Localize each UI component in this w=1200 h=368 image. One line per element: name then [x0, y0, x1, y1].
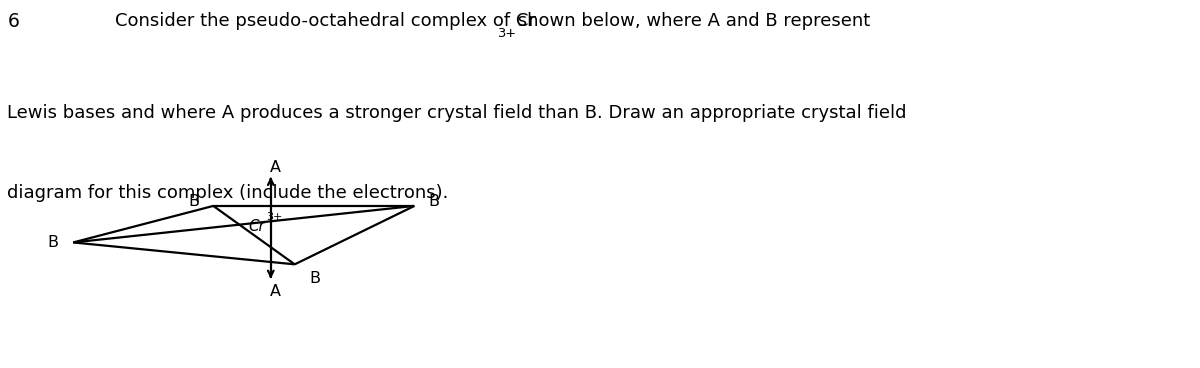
Text: Lewis bases and where A produces a stronger crystal field than B. Draw an approp: Lewis bases and where A produces a stron… — [7, 104, 907, 122]
Text: B: B — [428, 194, 439, 209]
Text: shown below, where A and B represent: shown below, where A and B represent — [512, 13, 870, 30]
Text: A: A — [270, 160, 281, 175]
Text: 3+: 3+ — [497, 27, 516, 40]
Text: A: A — [270, 284, 281, 299]
Text: diagram for this complex (include the electrons).: diagram for this complex (include the el… — [7, 184, 449, 202]
Text: Consider the pseudo-octahedral complex of Cr: Consider the pseudo-octahedral complex o… — [115, 13, 536, 30]
Text: B: B — [310, 271, 320, 286]
Text: B: B — [48, 235, 59, 250]
Text: B: B — [188, 194, 199, 209]
Text: 3+: 3+ — [266, 212, 282, 222]
Text: 6: 6 — [7, 13, 19, 31]
Text: Cr: Cr — [248, 219, 265, 234]
